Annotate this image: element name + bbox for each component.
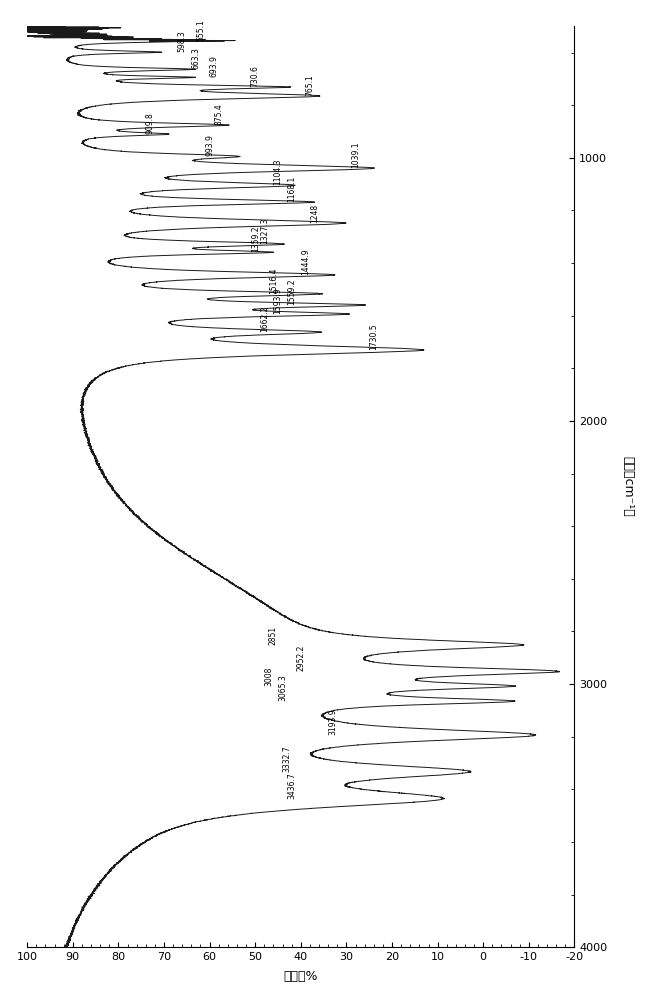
Text: 1039.1: 1039.1 xyxy=(351,142,360,168)
Text: 3332.7: 3332.7 xyxy=(283,745,292,772)
Text: 1593.9: 1593.9 xyxy=(273,287,283,314)
Text: 3193.9: 3193.9 xyxy=(328,708,337,735)
Text: 1444.9: 1444.9 xyxy=(301,248,310,275)
Text: 1168.1: 1168.1 xyxy=(287,176,296,202)
Text: 3065.3: 3065.3 xyxy=(278,674,287,701)
X-axis label: 透光率%: 透光率% xyxy=(284,970,318,983)
Text: 555.1: 555.1 xyxy=(196,19,205,41)
Text: 1359.2: 1359.2 xyxy=(251,226,260,252)
Text: 1248: 1248 xyxy=(310,204,319,223)
Text: 1662.2: 1662.2 xyxy=(260,306,269,332)
Text: 1327.3: 1327.3 xyxy=(260,217,269,244)
Text: 1516.4: 1516.4 xyxy=(269,267,278,294)
Text: 2952.2: 2952.2 xyxy=(296,645,305,671)
Text: 598.3: 598.3 xyxy=(178,30,187,52)
Text: 1730.5: 1730.5 xyxy=(369,323,378,350)
Text: 693.9: 693.9 xyxy=(210,55,219,77)
Text: 875.4: 875.4 xyxy=(214,103,223,125)
Text: 2851: 2851 xyxy=(269,626,278,645)
Y-axis label: 波数（cm⁻¹）: 波数（cm⁻¹） xyxy=(621,456,634,517)
Text: 730.6: 730.6 xyxy=(251,65,260,87)
Text: 663.3: 663.3 xyxy=(191,47,201,69)
Text: 993.9: 993.9 xyxy=(205,134,214,156)
Text: 3008: 3008 xyxy=(264,667,273,686)
Text: 1559.2: 1559.2 xyxy=(287,278,296,305)
Text: 765.1: 765.1 xyxy=(305,74,314,96)
Text: 3436.7: 3436.7 xyxy=(287,772,296,799)
Text: 1104.3: 1104.3 xyxy=(273,159,283,185)
Text: 909.8: 909.8 xyxy=(146,112,155,134)
